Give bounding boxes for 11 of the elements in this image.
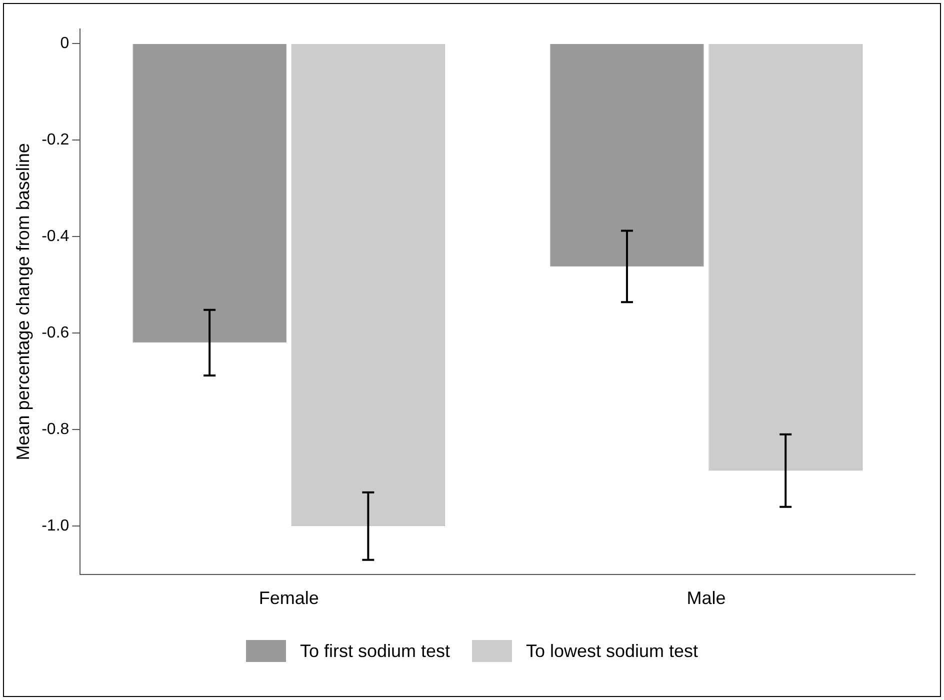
x-tick-label: Male (686, 588, 726, 608)
y-tick-label: -0.2 (42, 131, 70, 148)
y-tick-label: -0.6 (42, 324, 70, 342)
y-tick-label: -0.4 (42, 228, 70, 245)
y-tick-label: -0.8 (42, 421, 70, 438)
y-axis-title: Mean percentage change from baseline (12, 143, 33, 460)
y-tick-label: -1.0 (42, 518, 70, 535)
x-tick-label: Female (258, 588, 319, 608)
y-tick-label: 0 (60, 34, 70, 52)
legend-label: To first sodium test (300, 640, 450, 662)
legend-label: To lowest sodium test (526, 640, 698, 662)
